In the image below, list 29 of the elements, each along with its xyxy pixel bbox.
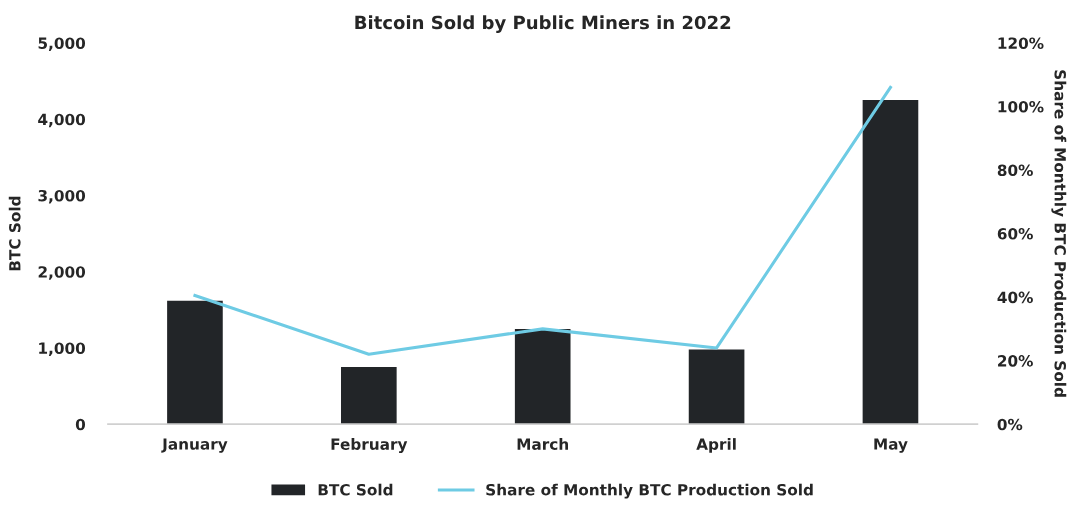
bar: [167, 300, 223, 425]
legend-label: Share of Monthly BTC Production Sold: [486, 483, 813, 499]
bar: [862, 100, 919, 425]
y-axis-title: BTC Sold: [8, 196, 21, 271]
x-tick-label: May: [874, 438, 908, 453]
x-tick-label: April: [696, 438, 736, 453]
y-tick-label: 4,000: [38, 113, 86, 128]
y2-tick-label: 0%: [997, 418, 1023, 431]
bar: [341, 367, 397, 425]
y2-tick-label: 20%: [998, 355, 1033, 367]
y2-tick-label: 40%: [997, 291, 1033, 304]
bar: [688, 349, 745, 425]
y-tick-label: 1,000: [39, 342, 86, 356]
y-tick-label: 2,000: [38, 266, 86, 280]
line-series: [193, 85, 892, 356]
bar: [514, 328, 571, 425]
y2-tick-label: 80%: [997, 164, 1033, 177]
chart-title: Bitcoin Sold by Public Miners in 2022: [355, 15, 731, 33]
y2-tick-label: 60%: [997, 228, 1033, 240]
x-tick-label: March: [517, 438, 568, 450]
legend-label: BTC Sold: [318, 483, 393, 496]
y-tick-label: 5,000: [38, 37, 86, 51]
y2-axis-title: Share of Monthly BTC Production Sold: [1051, 70, 1067, 397]
x-tick-label: January: [161, 438, 228, 453]
x-tick-label: February: [331, 438, 408, 453]
y-tick-label: 0: [75, 418, 86, 431]
y-tick-label: 3,000: [38, 189, 86, 204]
y2-tick-label: 100%: [998, 100, 1044, 113]
y2-tick-label: 120%: [998, 37, 1044, 49]
